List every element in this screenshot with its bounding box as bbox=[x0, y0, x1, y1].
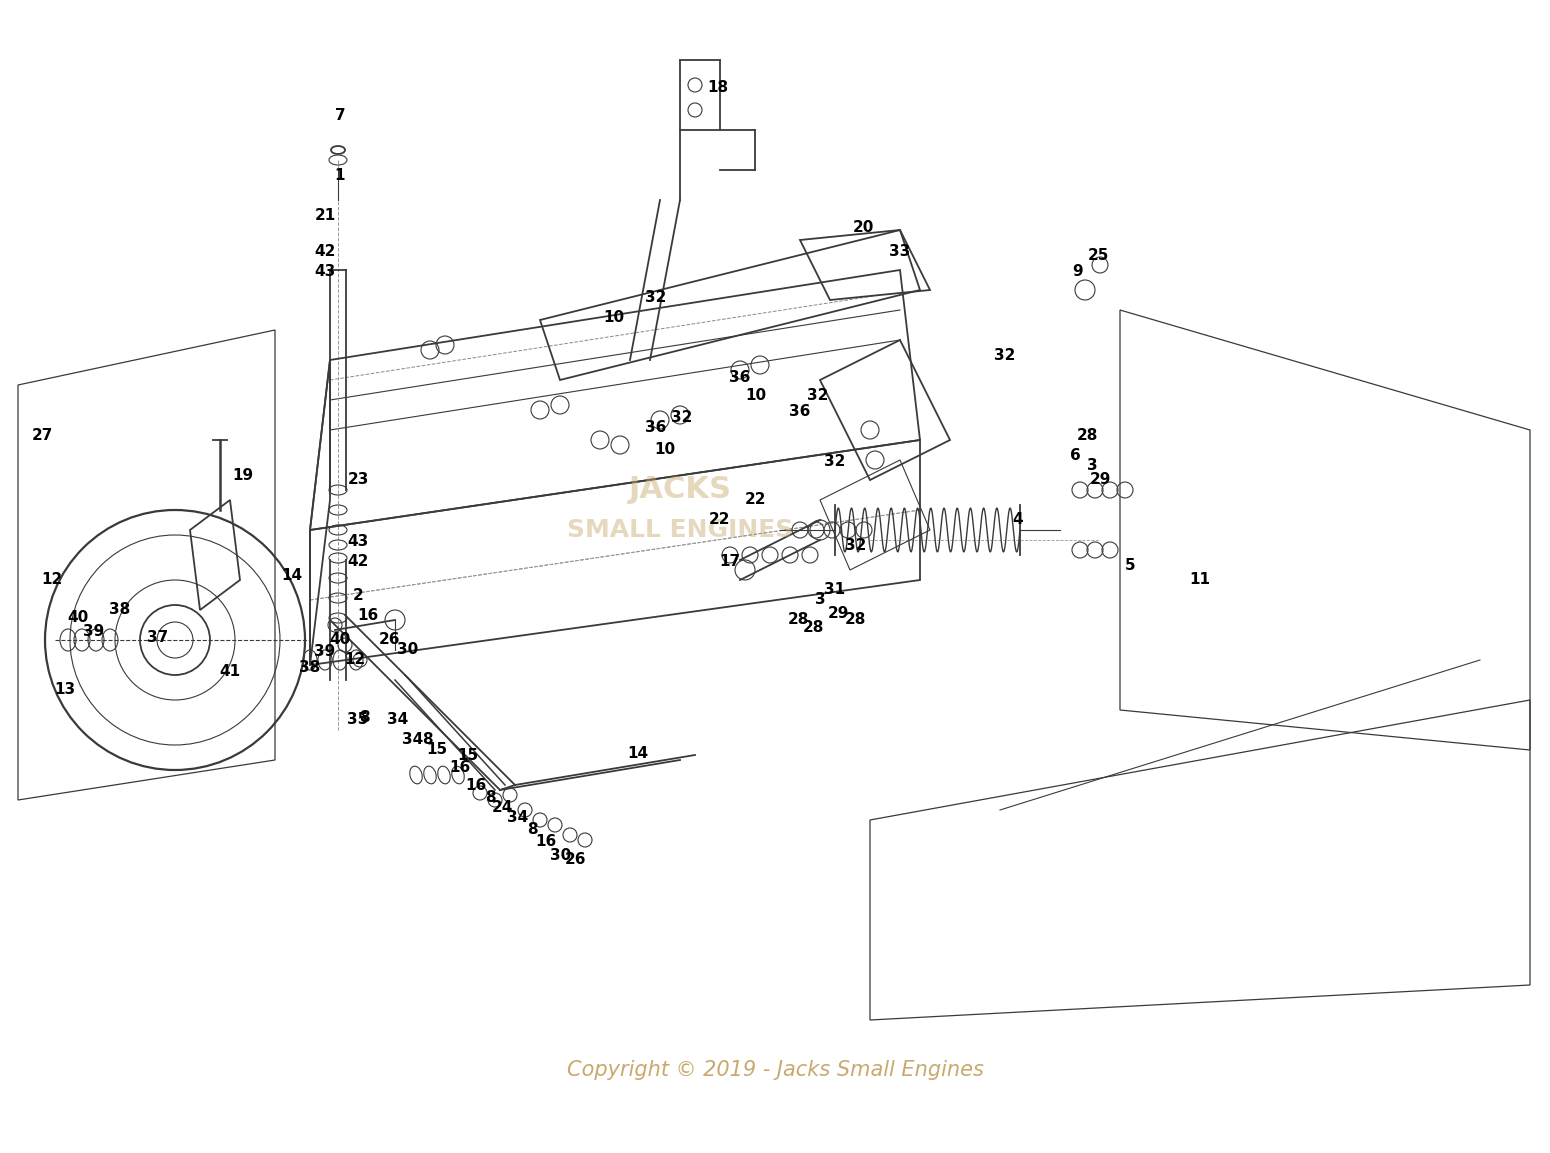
Text: 8: 8 bbox=[422, 732, 432, 747]
Text: 19: 19 bbox=[232, 467, 254, 482]
Text: Copyright © 2019 - Jacks Small Engines: Copyright © 2019 - Jacks Small Engines bbox=[567, 1060, 983, 1080]
Text: 22: 22 bbox=[744, 492, 766, 507]
Text: 11: 11 bbox=[1189, 573, 1211, 588]
Text: 14: 14 bbox=[282, 567, 302, 582]
Text: 14: 14 bbox=[628, 746, 648, 761]
Text: 28: 28 bbox=[845, 612, 866, 627]
Text: 32: 32 bbox=[994, 347, 1015, 362]
Text: 32: 32 bbox=[671, 410, 693, 425]
Text: 41: 41 bbox=[220, 664, 240, 679]
Text: 12: 12 bbox=[42, 573, 62, 588]
Text: 17: 17 bbox=[719, 555, 741, 570]
Text: 7: 7 bbox=[335, 107, 346, 122]
Text: 39: 39 bbox=[84, 625, 105, 640]
Text: 32: 32 bbox=[645, 291, 666, 306]
Text: 31: 31 bbox=[825, 582, 846, 597]
Text: 23: 23 bbox=[347, 473, 369, 488]
Text: 2: 2 bbox=[353, 588, 363, 603]
Text: 1: 1 bbox=[335, 167, 346, 182]
Text: 43: 43 bbox=[347, 535, 369, 550]
Text: 8: 8 bbox=[358, 709, 369, 724]
Text: 33: 33 bbox=[890, 244, 911, 259]
Text: 10: 10 bbox=[746, 387, 767, 402]
Text: 26: 26 bbox=[564, 852, 586, 867]
Text: 25: 25 bbox=[1087, 248, 1108, 263]
Text: 40: 40 bbox=[67, 610, 88, 625]
Text: 15: 15 bbox=[457, 747, 479, 762]
Text: 16: 16 bbox=[449, 761, 471, 776]
Text: 30: 30 bbox=[397, 642, 419, 657]
Text: 4: 4 bbox=[1012, 512, 1023, 528]
Text: 32: 32 bbox=[808, 387, 829, 402]
Text: 35: 35 bbox=[347, 713, 369, 728]
Text: 24: 24 bbox=[491, 800, 513, 815]
Text: 30: 30 bbox=[550, 847, 572, 862]
Text: 12: 12 bbox=[344, 653, 366, 668]
Text: 42: 42 bbox=[347, 555, 369, 570]
Text: 28: 28 bbox=[1076, 428, 1097, 443]
Text: 20: 20 bbox=[853, 220, 874, 235]
Text: 43: 43 bbox=[315, 264, 336, 279]
Text: 22: 22 bbox=[710, 512, 730, 528]
Text: 36: 36 bbox=[645, 421, 666, 436]
Text: 34: 34 bbox=[388, 713, 409, 728]
Text: 16: 16 bbox=[535, 835, 556, 850]
Text: 3: 3 bbox=[1087, 458, 1097, 473]
Text: 28: 28 bbox=[803, 620, 823, 635]
Text: 10: 10 bbox=[603, 310, 625, 325]
Text: 21: 21 bbox=[315, 208, 336, 223]
Text: JACKS: JACKS bbox=[628, 475, 732, 505]
Text: 36: 36 bbox=[730, 370, 750, 385]
Text: 29: 29 bbox=[1090, 473, 1111, 488]
Text: 13: 13 bbox=[54, 683, 76, 698]
Text: 3: 3 bbox=[815, 593, 825, 608]
Text: 10: 10 bbox=[654, 443, 676, 458]
Text: 40: 40 bbox=[329, 633, 350, 648]
Text: 34: 34 bbox=[507, 811, 529, 826]
Text: 37: 37 bbox=[147, 630, 169, 645]
Text: 8: 8 bbox=[527, 822, 538, 837]
Text: SMALL ENGINES: SMALL ENGINES bbox=[567, 518, 794, 542]
Text: 38: 38 bbox=[110, 603, 130, 618]
Text: 18: 18 bbox=[707, 81, 728, 96]
Text: 15: 15 bbox=[426, 743, 448, 758]
Text: 16: 16 bbox=[358, 608, 378, 623]
Text: 32: 32 bbox=[825, 454, 846, 469]
Text: 34: 34 bbox=[403, 732, 423, 747]
Text: 42: 42 bbox=[315, 244, 336, 259]
Text: 29: 29 bbox=[828, 605, 849, 620]
Text: 38: 38 bbox=[299, 661, 321, 676]
Text: 32: 32 bbox=[845, 537, 866, 552]
Text: 28: 28 bbox=[787, 612, 809, 627]
Text: 26: 26 bbox=[380, 633, 401, 648]
Text: 36: 36 bbox=[789, 405, 811, 420]
Text: 27: 27 bbox=[31, 428, 53, 443]
Text: 8: 8 bbox=[485, 790, 496, 805]
Text: 6: 6 bbox=[1070, 447, 1080, 462]
Text: 5: 5 bbox=[1125, 558, 1135, 573]
Text: 9: 9 bbox=[1073, 264, 1083, 279]
Text: 16: 16 bbox=[465, 777, 487, 792]
Text: 39: 39 bbox=[315, 645, 336, 660]
